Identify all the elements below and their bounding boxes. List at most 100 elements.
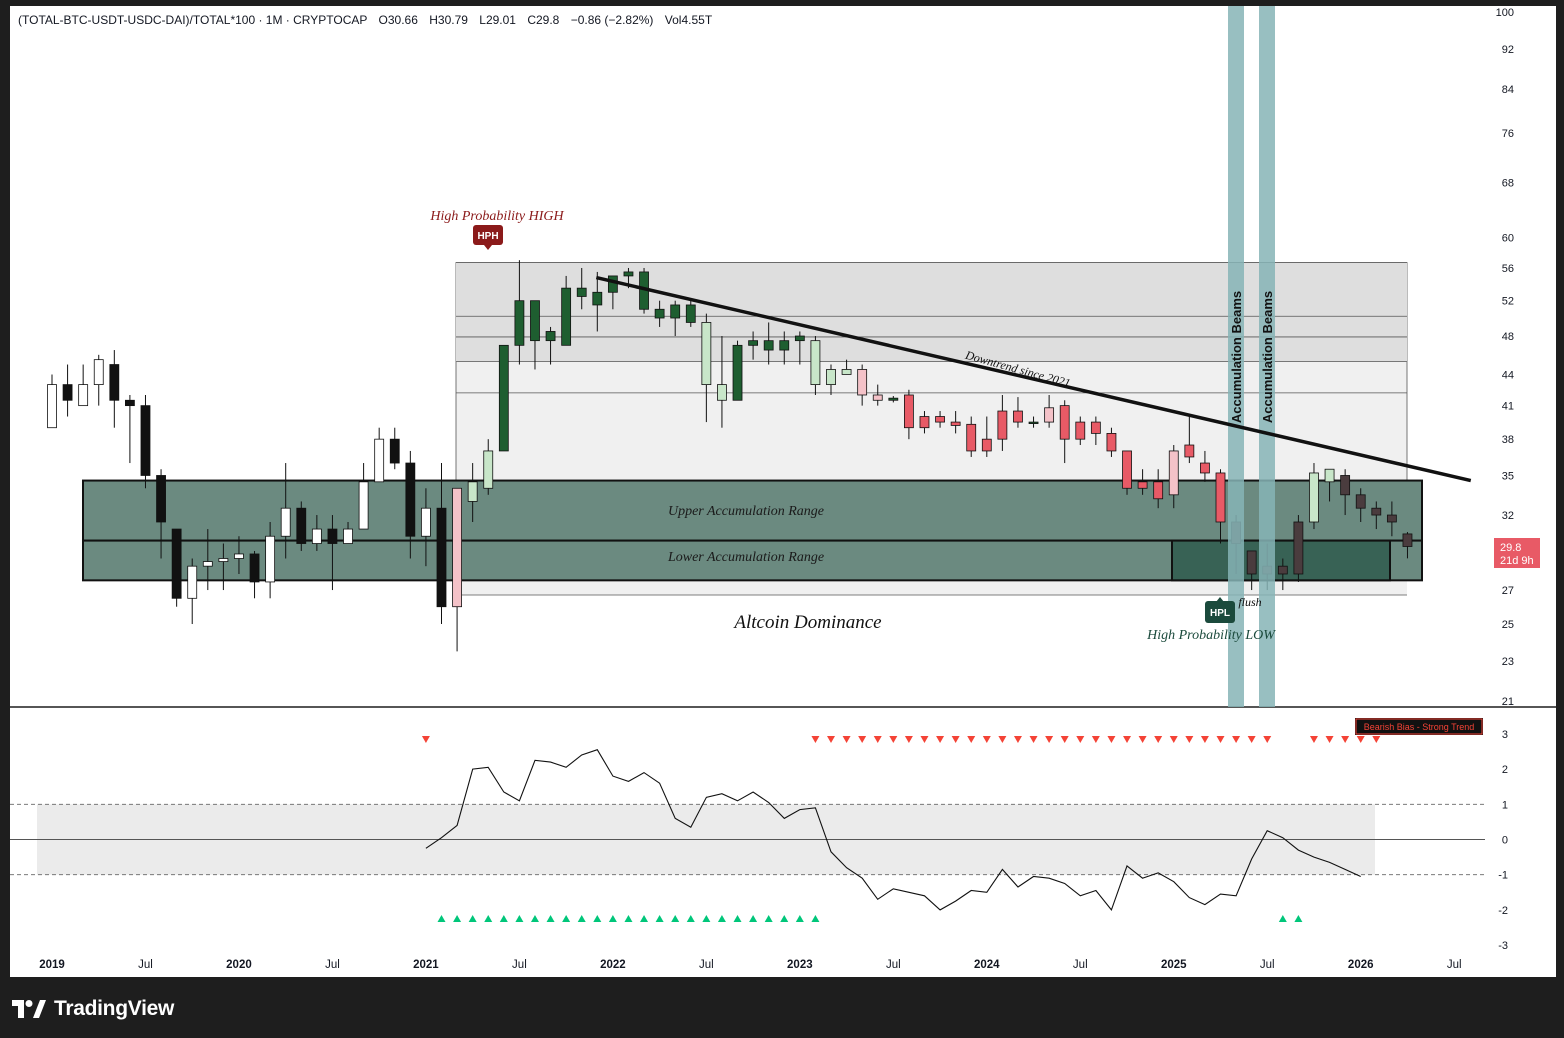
candle-body[interactable] bbox=[1059, 405, 1070, 440]
candle-body[interactable] bbox=[561, 287, 572, 346]
chart-canvas[interactable]: 1009284766860565248444138353227252321321… bbox=[0, 0, 1564, 980]
candle-body[interactable] bbox=[1168, 450, 1179, 496]
candle-body[interactable] bbox=[685, 304, 696, 323]
candle-body[interactable] bbox=[779, 340, 790, 351]
candle-body[interactable] bbox=[187, 565, 198, 599]
candle-body[interactable] bbox=[826, 369, 836, 385]
candle-body[interactable] bbox=[452, 487, 462, 608]
candle-body[interactable] bbox=[592, 291, 603, 306]
candle-body[interactable] bbox=[1277, 565, 1288, 575]
candle-body[interactable] bbox=[1013, 410, 1023, 423]
candle-body[interactable] bbox=[1200, 462, 1210, 474]
candle-body[interactable] bbox=[1402, 533, 1413, 547]
candle-body[interactable] bbox=[405, 462, 416, 537]
candle-body[interactable] bbox=[1153, 481, 1164, 500]
candle-body[interactable] bbox=[1075, 421, 1086, 440]
candle-body[interactable] bbox=[1090, 421, 1101, 434]
candle-body[interactable] bbox=[1340, 475, 1351, 496]
candle-body[interactable] bbox=[763, 340, 774, 351]
candle-body[interactable] bbox=[1215, 472, 1226, 523]
candle-body[interactable] bbox=[810, 340, 821, 385]
price-tick-label: 44 bbox=[1502, 369, 1514, 381]
candle-body[interactable] bbox=[265, 535, 276, 583]
candle-body[interactable] bbox=[545, 331, 556, 342]
candle-body[interactable] bbox=[872, 394, 883, 401]
candle-body[interactable] bbox=[467, 481, 478, 502]
symbol-legend[interactable]: (TOTAL-BTC-USDT-USDC-DAI)/TOTAL*100 · 1M… bbox=[18, 13, 713, 27]
candle-body[interactable] bbox=[249, 553, 260, 583]
time-axis[interactable]: 2019 Jul 2020 Jul 2021 Jul 2022 Jul 2023 Jul 2024 J… bbox=[39, 959, 1461, 971]
candle-body[interactable] bbox=[1122, 450, 1132, 489]
candle-body[interactable] bbox=[93, 359, 104, 385]
candle-body[interactable] bbox=[514, 300, 525, 346]
candle-body[interactable] bbox=[171, 528, 182, 599]
candle-body[interactable] bbox=[280, 507, 291, 537]
candle-body[interactable] bbox=[623, 271, 634, 277]
candle-body[interactable] bbox=[997, 410, 1008, 440]
bias-tag[interactable]: Bearish Bias - Strong Trend bbox=[1355, 718, 1483, 735]
candle-body[interactable] bbox=[1371, 507, 1382, 516]
candle-body[interactable] bbox=[841, 369, 852, 375]
candle-body[interactable] bbox=[1324, 468, 1335, 483]
candle-body[interactable] bbox=[670, 304, 681, 319]
candle-body[interactable] bbox=[311, 528, 322, 544]
candle-body[interactable] bbox=[140, 405, 151, 476]
hpl-badge[interactable]: HPL bbox=[1205, 597, 1235, 623]
candle-body[interactable] bbox=[296, 507, 307, 544]
candle-body[interactable] bbox=[498, 344, 509, 452]
candle-body[interactable] bbox=[483, 450, 494, 489]
candle-body[interactable] bbox=[327, 528, 338, 544]
accumulation-beam-2[interactable] bbox=[1259, 6, 1275, 707]
candle-body[interactable] bbox=[125, 399, 135, 407]
downtrend-line[interactable] bbox=[595, 275, 1472, 483]
oscillator-line[interactable] bbox=[425, 749, 1361, 912]
candle-body[interactable] bbox=[576, 287, 587, 297]
candle-body[interactable] bbox=[904, 394, 914, 429]
candle-body[interactable] bbox=[857, 369, 868, 396]
candle-body[interactable] bbox=[156, 475, 166, 523]
candle-body[interactable] bbox=[421, 507, 431, 537]
candle-body[interactable] bbox=[981, 438, 992, 452]
candle-body[interactable] bbox=[343, 528, 353, 544]
candle-body[interactable] bbox=[1309, 472, 1319, 523]
candle-body[interactable] bbox=[1386, 514, 1397, 523]
candle-body[interactable] bbox=[530, 300, 540, 342]
candle-body[interactable] bbox=[78, 384, 89, 407]
candle-body[interactable] bbox=[950, 421, 961, 426]
candle-body[interactable] bbox=[358, 481, 369, 530]
candle-body[interactable] bbox=[374, 438, 385, 483]
candle-body[interactable] bbox=[732, 344, 743, 401]
candle-body[interactable] bbox=[919, 416, 930, 429]
candle-body[interactable] bbox=[1293, 521, 1304, 575]
candle-body[interactable] bbox=[62, 384, 73, 401]
hph-badge[interactable]: HPH bbox=[473, 225, 503, 250]
price-axis[interactable]: 1009284766860565248444138353227252321321… bbox=[1496, 7, 1514, 952]
candle-body[interactable] bbox=[748, 340, 758, 346]
candle-body[interactable] bbox=[966, 423, 977, 452]
candle-body[interactable] bbox=[935, 416, 945, 423]
candle-body[interactable] bbox=[47, 384, 57, 429]
candle-body[interactable] bbox=[109, 364, 120, 401]
candle-body[interactable] bbox=[607, 275, 618, 293]
candle-body[interactable] bbox=[701, 322, 712, 385]
candle-body[interactable] bbox=[389, 438, 400, 464]
candle-body[interactable] bbox=[234, 553, 244, 559]
candle-body[interactable] bbox=[654, 308, 665, 319]
tradingview-brand[interactable]: TradingView bbox=[12, 997, 174, 1021]
candle-body[interactable] bbox=[202, 561, 213, 567]
downtrend-line-stroke[interactable] bbox=[595, 275, 1472, 483]
candle-body[interactable] bbox=[1137, 481, 1148, 489]
candle-body[interactable] bbox=[1044, 407, 1055, 423]
candle-body[interactable] bbox=[1355, 494, 1366, 509]
last-price-badge[interactable]: 29.8 21d 9h bbox=[1494, 538, 1540, 568]
candle-body[interactable] bbox=[1184, 444, 1195, 458]
candle-body[interactable] bbox=[888, 397, 899, 401]
accumulation-beam-1[interactable] bbox=[1228, 6, 1244, 707]
candle-body[interactable] bbox=[717, 384, 727, 401]
candle-body[interactable] bbox=[436, 507, 447, 608]
candle-body[interactable] bbox=[1106, 433, 1117, 452]
candle-body[interactable] bbox=[1246, 550, 1257, 575]
candle-body[interactable] bbox=[794, 335, 805, 342]
candle-body[interactable] bbox=[1028, 421, 1039, 424]
candle-body[interactable] bbox=[218, 558, 229, 562]
